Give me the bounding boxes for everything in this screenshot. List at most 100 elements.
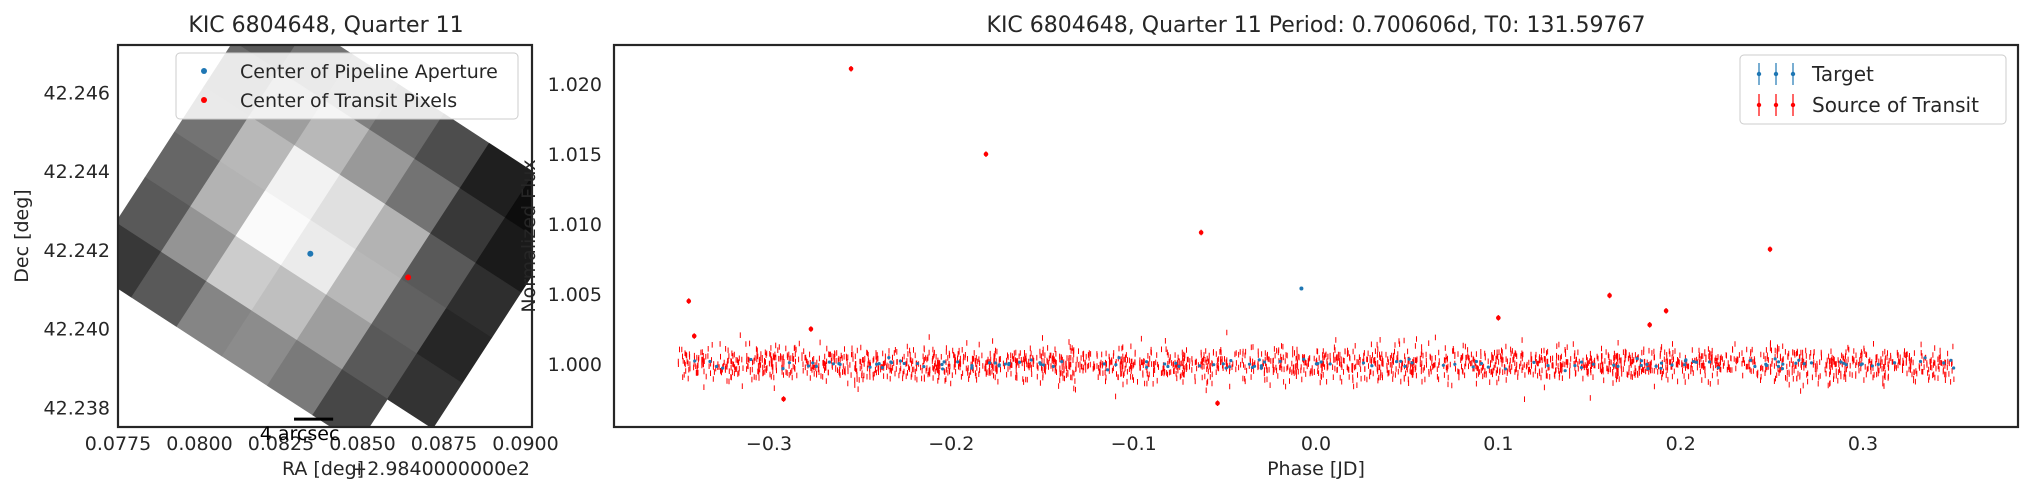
aperture-pixel (312, 369, 388, 427)
target-point (1764, 363, 1768, 367)
target-point (1278, 359, 1282, 363)
target-point (868, 365, 872, 369)
source-of-transit-outlier (1496, 315, 1501, 321)
target-point (956, 360, 960, 364)
target-point (1479, 361, 1484, 366)
target-point (1579, 360, 1584, 364)
target-point (1684, 358, 1688, 362)
light-curve-y-axis-label: Normalized Flux (518, 159, 540, 312)
target-point (1114, 363, 1118, 367)
light-curve-panel: KIC 6804648, Quarter 11 Period: 0.700606… (518, 13, 2020, 480)
target-point (1041, 363, 1045, 367)
source-of-transit-outlier (1647, 322, 1652, 328)
target-point (1579, 365, 1584, 370)
target-point (970, 366, 974, 370)
aperture-marker (307, 250, 314, 257)
target-point (1177, 364, 1181, 368)
target-point (1399, 359, 1403, 363)
target-point (1328, 362, 1332, 366)
legend-marker-transit-pixels (201, 97, 207, 103)
aperture-y-axis-label: Dec [deg] (11, 189, 33, 282)
target-point (1923, 356, 1927, 360)
target-point (749, 357, 753, 362)
target-point (714, 364, 719, 369)
target-point (1471, 365, 1475, 369)
aperture-image-panel: KIC 6804648, Quarter 11 0.0775 0.0800 0.08… (11, 13, 559, 480)
target-point (1314, 362, 1318, 366)
target-point (1794, 361, 1798, 365)
target-point (987, 361, 992, 365)
target-point (1659, 361, 1664, 365)
target-point (1174, 361, 1178, 365)
target-point (1060, 360, 1064, 364)
target-point (875, 362, 879, 366)
target-point (915, 361, 920, 366)
target-point (1639, 359, 1644, 363)
target-point (1486, 365, 1490, 369)
aperture-y-tick-label: 42.246 (44, 82, 110, 104)
legend-label-transit-pixels: Center of Transit Pixels (240, 90, 457, 112)
source-of-transit-outlier (781, 396, 786, 402)
target-point (1776, 360, 1781, 364)
target-point (693, 359, 697, 363)
target-point (1802, 362, 1806, 366)
target-point (970, 364, 974, 368)
target-point (1639, 363, 1643, 368)
target-point (1532, 360, 1536, 364)
source-of-transit-errorbars (677, 329, 1955, 402)
aperture-x-tick-label: 0.0775 (85, 433, 151, 455)
target-point (1474, 359, 1479, 364)
legend-marker-source-of-transit (1756, 94, 1796, 116)
target-point (827, 360, 831, 364)
target-point (1259, 366, 1263, 370)
target-point (1247, 362, 1252, 366)
light-curve-x-tick-label: 0.1 (1483, 433, 1513, 455)
target-point (1616, 364, 1620, 369)
target-point (1007, 362, 1011, 367)
light-curve-title: KIC 6804648, Quarter 11 Period: 0.700606… (987, 13, 1646, 38)
legend-dot (1790, 102, 1796, 108)
target-point (814, 364, 818, 368)
light-curve-x-tick-label: −0.1 (1111, 433, 1157, 455)
target-point (1748, 358, 1753, 362)
legend-label-pipeline-aperture: Center of Pipeline Aperture (240, 61, 498, 83)
aperture-y-tick-label: 42.242 (44, 240, 110, 262)
target-point (1299, 286, 1304, 291)
light-curve-y-ticks: 1.000 1.005 1.010 1.015 1.020 (548, 74, 602, 376)
target-point (1842, 361, 1846, 365)
target-point (781, 367, 785, 371)
legend-dot (1756, 71, 1762, 77)
target-point (1453, 362, 1457, 366)
target-point (806, 364, 811, 368)
target-point (1102, 362, 1106, 366)
light-curve-x-axis-label: Phase [JD] (1267, 458, 1365, 480)
light-curve-y-tick-label: 1.015 (548, 144, 602, 166)
source-of-transit-outlier (848, 66, 854, 72)
legend-label-source-of-transit: Source of Transit (1812, 93, 1979, 117)
target-point (1612, 363, 1616, 367)
target-point (1394, 360, 1399, 364)
target-point (1952, 366, 1956, 370)
target-point (1839, 360, 1843, 364)
target-point (1361, 361, 1366, 365)
light-curve-x-ticks: −0.3 −0.2 −0.1 0.0 0.1 0.2 0.3 (746, 433, 1878, 455)
target-point (1645, 362, 1649, 366)
aperture-pixel (386, 353, 463, 427)
target-point (1407, 357, 1411, 361)
source-of-transit-outlier (1215, 400, 1220, 406)
aperture-x-tick-label: 0.0875 (411, 433, 477, 455)
target-point (1683, 363, 1687, 367)
aperture-y-ticks: 42.238 42.240 42.242 42.244 42.246 (44, 82, 110, 419)
light-curve-axes-frame (612, 43, 2020, 429)
target-point (1038, 361, 1042, 365)
target-point (1859, 363, 1863, 367)
source-of-transit-outlier (1767, 246, 1773, 252)
light-curve-x-tick-label: 0.0 (1301, 433, 1331, 455)
legend-dot (1773, 71, 1779, 77)
target-point (1776, 364, 1781, 369)
target-point (889, 360, 893, 364)
target-point (1403, 364, 1407, 368)
legend-dot (1773, 102, 1779, 108)
target-point (1163, 362, 1167, 366)
source-of-transit-outlier (808, 326, 814, 332)
